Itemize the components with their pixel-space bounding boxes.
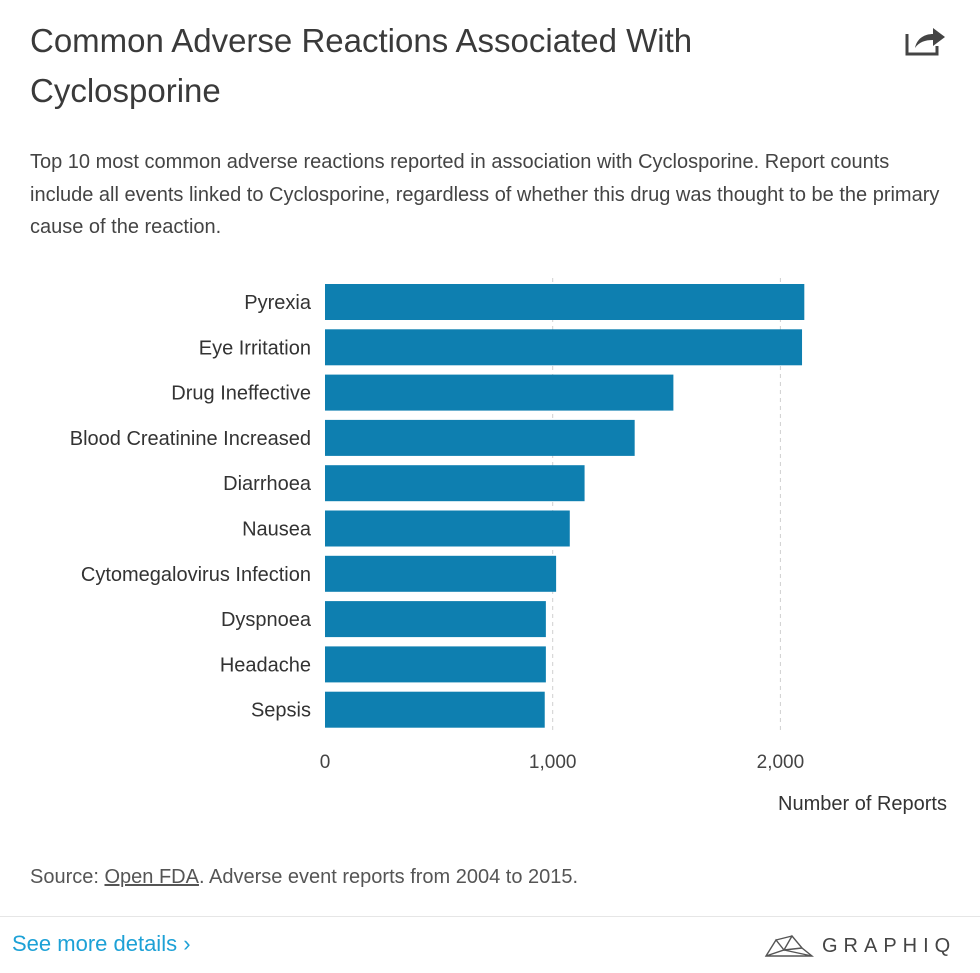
category-labels: Pyrexia Eye Irritation Drug Ineffective Blo… — [70, 292, 312, 722]
category-label: Eye Irritation — [199, 337, 311, 359]
category-label: Blood Creatinine Increased — [70, 428, 311, 450]
category-label: Nausea — [242, 519, 312, 541]
graphiq-logo-icon — [764, 934, 814, 957]
bar[interactable] — [325, 555, 557, 592]
x-axis-title: Number of Reports — [778, 793, 947, 815]
footer-divider — [0, 916, 980, 917]
see-more-details-link[interactable]: See more details › — [12, 931, 191, 956]
category-label: Diarrhoea — [223, 473, 312, 495]
bar[interactable] — [325, 465, 585, 502]
x-tick-label: 2,000 — [757, 752, 805, 773]
share-icon[interactable] — [903, 22, 949, 58]
chart-subtitle: Top 10 most common adverse reactions rep… — [30, 151, 940, 238]
bar[interactable] — [325, 691, 545, 728]
graphiq-brand[interactable]: GRAPHIQ — [764, 929, 956, 963]
bar[interactable] — [325, 510, 570, 547]
source-suffix: . Adverse event reports from 2004 to 201… — [198, 866, 579, 888]
category-label: Sepsis — [251, 700, 311, 722]
category-label: Drug Ineffective — [171, 383, 311, 405]
chart-title: Common Adverse Reactions Associated With… — [30, 22, 693, 109]
x-tick-label: 1,000 — [529, 752, 577, 773]
brand-name: GRAPHIQ — [822, 934, 957, 957]
category-label: Headache — [220, 654, 311, 676]
bar[interactable] — [325, 419, 635, 456]
bars — [325, 284, 805, 728]
bar-chart: Pyrexia Eye Irritation Drug Ineffective Blo… — [70, 278, 947, 815]
bar[interactable] — [325, 329, 803, 366]
bar[interactable] — [325, 284, 805, 320]
source-note: Source: Open FDA. Adverse event reports … — [30, 866, 578, 889]
source-link[interactable]: Open FDA — [104, 866, 199, 888]
category-label: Dyspnoea — [221, 609, 312, 631]
category-label: Pyrexia — [244, 292, 312, 314]
category-label: Cytomegalovirus Infection — [81, 564, 311, 586]
source-prefix: Source: — [30, 866, 105, 888]
bar[interactable] — [325, 646, 546, 683]
bar[interactable] — [325, 374, 674, 411]
x-axis-ticks: 0 1,000 2,000 — [320, 752, 804, 773]
x-tick-label: 0 — [320, 752, 331, 773]
bar[interactable] — [325, 601, 546, 638]
